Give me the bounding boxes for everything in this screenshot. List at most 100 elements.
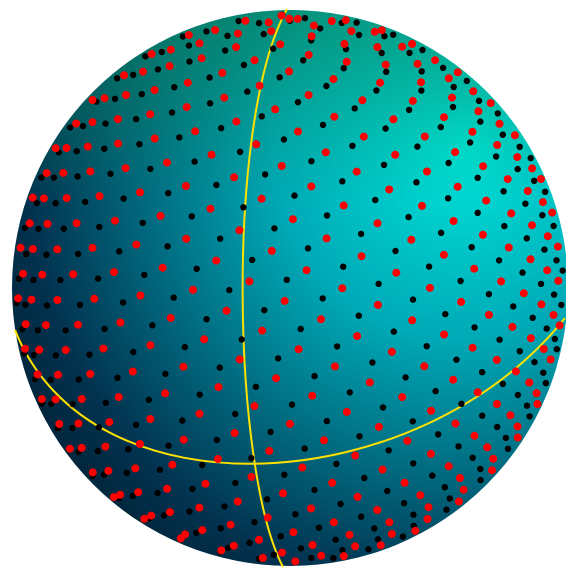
black-point [410, 460, 417, 467]
black-point [43, 251, 50, 258]
black-point [494, 110, 501, 117]
red-point [230, 173, 239, 182]
black-point [553, 346, 560, 353]
red-point [307, 32, 316, 41]
black-point [356, 433, 363, 440]
black-point [107, 170, 114, 177]
black-point [475, 97, 483, 105]
red-point [213, 455, 222, 463]
black-point [120, 195, 127, 202]
red-point [537, 300, 546, 309]
black-point [119, 299, 127, 306]
red-point [139, 67, 147, 76]
red-point [77, 395, 86, 403]
red-point [280, 296, 289, 305]
black-point [165, 189, 172, 197]
black-point [292, 511, 299, 518]
red-point [387, 347, 396, 356]
black-point [479, 412, 486, 419]
black-point [523, 235, 530, 242]
red-point [342, 407, 351, 416]
red-point [289, 528, 298, 537]
black-point [373, 87, 380, 94]
red-point [150, 134, 159, 143]
black-point [206, 74, 213, 81]
black-point [337, 500, 344, 508]
black-point [232, 479, 239, 487]
red-point [100, 94, 109, 103]
red-point [479, 162, 488, 171]
red-point [418, 201, 426, 210]
black-point [382, 125, 389, 132]
black-point [94, 447, 102, 455]
black-point [301, 14, 309, 22]
red-point [88, 118, 97, 127]
red-point [61, 346, 70, 354]
red-point [444, 74, 453, 83]
red-point [309, 21, 318, 30]
black-point [235, 17, 242, 25]
red-point [74, 419, 83, 428]
black-point [165, 442, 172, 449]
red-point [16, 243, 25, 252]
black-point [280, 136, 288, 143]
red-point [146, 415, 155, 423]
black-point-set [13, 11, 566, 563]
red-point [88, 468, 97, 477]
black-point [47, 376, 54, 383]
black-point [522, 200, 529, 207]
black-point [311, 372, 318, 380]
black-point [138, 90, 145, 98]
black-point [551, 335, 558, 343]
black-point [519, 269, 526, 276]
black-point [317, 25, 324, 32]
red-point [503, 175, 512, 184]
black-point [477, 118, 484, 125]
red-point [132, 240, 141, 249]
black-point [136, 141, 143, 148]
red-point [538, 198, 547, 207]
red-point [351, 542, 360, 551]
black-point [323, 212, 331, 219]
red-point [389, 115, 398, 124]
black-point [516, 348, 523, 355]
black-point [188, 213, 195, 220]
meridian-curve [241, 8, 288, 568]
black-point [277, 533, 284, 540]
black-point [361, 474, 368, 482]
red-point [121, 164, 130, 173]
black-point [496, 336, 503, 343]
red-point [264, 18, 273, 27]
red-point [134, 488, 143, 497]
black-point [62, 327, 69, 334]
black-point [541, 188, 549, 195]
black-point [116, 248, 123, 255]
black-point [249, 256, 256, 264]
black-point [154, 489, 161, 497]
red-point [211, 26, 220, 35]
black-point [349, 142, 356, 149]
red-point [229, 541, 238, 550]
black-point [38, 174, 45, 181]
red-point [195, 39, 204, 48]
black-point [130, 71, 137, 79]
black-point [34, 327, 41, 334]
red-point [105, 418, 114, 427]
black-point [267, 428, 274, 436]
red-point [339, 201, 348, 210]
red-point [277, 11, 286, 20]
red-point [513, 433, 522, 442]
black-point [445, 159, 452, 167]
red-point [113, 115, 122, 124]
black-point [399, 533, 407, 540]
red-point [525, 378, 534, 387]
black-point [191, 158, 198, 165]
black-point [308, 158, 315, 165]
red-point [439, 250, 448, 259]
red-point [376, 78, 385, 87]
black-point [281, 471, 288, 478]
red-point [21, 344, 29, 353]
black-point [553, 257, 560, 264]
black-point [442, 310, 449, 318]
